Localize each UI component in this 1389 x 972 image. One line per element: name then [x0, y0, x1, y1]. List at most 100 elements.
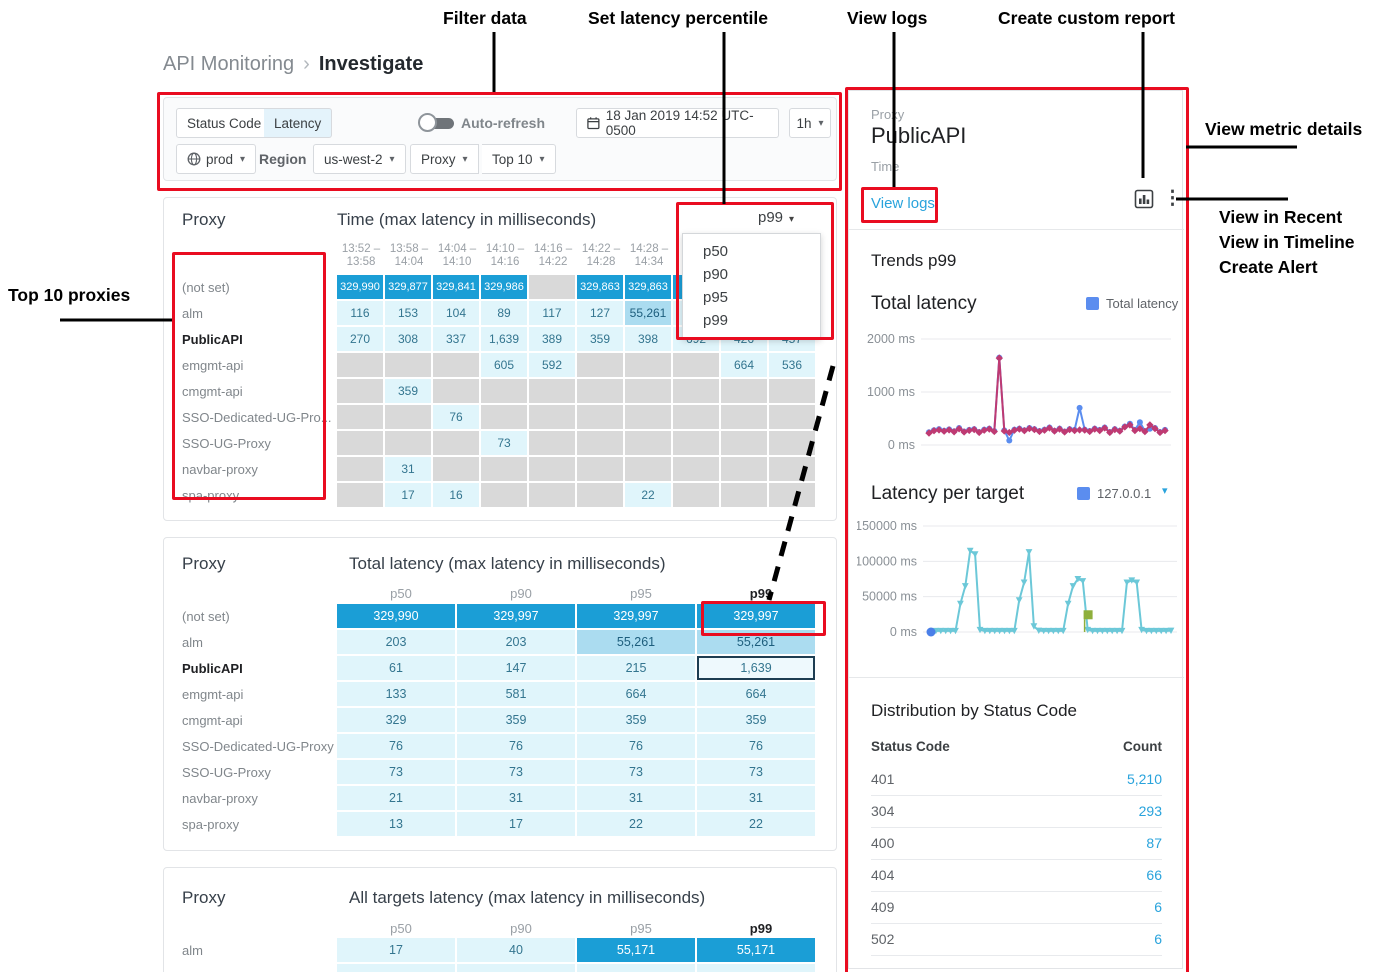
latency-cell[interactable]: 329,990	[337, 275, 383, 299]
latency-cell[interactable]: 76	[697, 734, 815, 758]
latency-cell[interactable]: 73	[577, 760, 695, 784]
latency-cell[interactable]: 270	[337, 327, 383, 351]
latency-cell[interactable]	[529, 405, 575, 429]
status-count-link[interactable]: 293	[1138, 803, 1162, 819]
latency-cell[interactable]: 664	[697, 682, 815, 706]
latency-cell[interactable]: 147	[457, 656, 575, 680]
latency-cell[interactable]	[337, 431, 383, 455]
latency-cell[interactable]	[721, 379, 767, 403]
latency-cell[interactable]: 329,877	[385, 275, 431, 299]
latency-per-target-chart[interactable]: 0 ms 50000 ms 100000 ms 150000 ms	[857, 514, 1179, 646]
latency-cell[interactable]: 203	[457, 630, 575, 654]
latency-cell[interactable]: 536	[769, 353, 815, 377]
kebab-menu-icon[interactable]: ⋮	[1163, 188, 1182, 209]
latency-cell[interactable]: 329,997	[577, 604, 695, 628]
top-n-dropdown[interactable]: Top 10 ▾	[482, 144, 556, 174]
latency-cell[interactable]	[457, 964, 575, 972]
status-count-link[interactable]: 5,210	[1126, 771, 1162, 787]
percentile-option-p99[interactable]: p99	[703, 312, 729, 329]
latency-cell[interactable]	[577, 457, 623, 481]
view-logs-link[interactable]: View logs	[871, 195, 935, 212]
latency-cell[interactable]: 76	[337, 734, 455, 758]
latency-cell[interactable]: 215	[577, 656, 695, 680]
latency-cell[interactable]	[433, 431, 479, 455]
latency-cell[interactable]	[673, 457, 719, 481]
latency-cell[interactable]	[529, 275, 575, 299]
latency-cell[interactable]: 127	[577, 301, 623, 325]
latency-cell[interactable]: 22	[625, 483, 671, 507]
latency-cell[interactable]	[529, 457, 575, 481]
latency-cell[interactable]: 40	[457, 938, 575, 962]
latency-cell[interactable]	[673, 483, 719, 507]
latency-cell[interactable]: 76	[577, 734, 695, 758]
latency-cell[interactable]: 329,863	[625, 275, 671, 299]
latency-cell[interactable]: 329,997	[457, 604, 575, 628]
latency-cell[interactable]: 17	[337, 938, 455, 962]
latency-cell[interactable]	[769, 379, 815, 403]
auto-refresh-toggle[interactable]	[418, 113, 460, 133]
latency-cell[interactable]	[673, 353, 719, 377]
latency-cell[interactable]	[337, 483, 383, 507]
latency-cell[interactable]	[577, 353, 623, 377]
latency-cell[interactable]: 21	[337, 786, 455, 810]
latency-cell[interactable]: 73	[457, 760, 575, 784]
latency-cell[interactable]	[625, 353, 671, 377]
latency-cell[interactable]: 17	[457, 812, 575, 836]
latency-cell[interactable]	[433, 353, 479, 377]
status-count-link[interactable]: 6	[1154, 899, 1162, 915]
latency-cell[interactable]	[577, 379, 623, 403]
latency-cell[interactable]	[625, 379, 671, 403]
latency-cell[interactable]	[673, 431, 719, 455]
latency-cell[interactable]	[385, 431, 431, 455]
latency-cell[interactable]: 55,261	[625, 301, 671, 325]
latency-cell[interactable]: 31	[697, 786, 815, 810]
latency-cell[interactable]: 31	[457, 786, 575, 810]
environment-dropdown[interactable]: prod ▾	[176, 144, 257, 174]
latency-cell[interactable]: 203	[337, 630, 455, 654]
latency-cell[interactable]	[625, 457, 671, 481]
latency-cell[interactable]: 22	[577, 812, 695, 836]
latency-cell[interactable]	[721, 457, 767, 481]
latency-cell[interactable]	[577, 964, 695, 972]
latency-cell[interactable]: 55,171	[697, 938, 815, 962]
status-count-link[interactable]: 87	[1146, 835, 1162, 851]
latency-cell[interactable]: 55,171	[577, 938, 695, 962]
latency-cell[interactable]: 117	[529, 301, 575, 325]
latency-cell[interactable]	[337, 379, 383, 403]
latency-cell[interactable]: 389	[529, 327, 575, 351]
latency-cell[interactable]	[673, 405, 719, 429]
latency-cell[interactable]: 76	[457, 734, 575, 758]
latency-cell[interactable]: 13	[337, 812, 455, 836]
latency-cell[interactable]	[673, 379, 719, 403]
latency-cell[interactable]: 398	[625, 327, 671, 351]
latency-cell[interactable]: 592	[529, 353, 575, 377]
latency-cell[interactable]	[769, 405, 815, 429]
latency-cell[interactable]: 1,639	[481, 327, 527, 351]
latency-cell[interactable]	[481, 405, 527, 429]
latency-cell[interactable]	[721, 431, 767, 455]
time-range-dropdown[interactable]: 1h ▾	[789, 108, 831, 138]
latency-cell[interactable]: 73	[337, 760, 455, 784]
latency-cell[interactable]	[625, 431, 671, 455]
latency-cell[interactable]	[577, 483, 623, 507]
percentile-option-p90[interactable]: p90	[703, 266, 729, 283]
latency-cell[interactable]	[529, 431, 575, 455]
latency-cell[interactable]	[769, 457, 815, 481]
status-count-link[interactable]: 66	[1146, 867, 1162, 883]
latency-cell[interactable]	[337, 964, 455, 972]
latency-cell[interactable]: 116	[337, 301, 383, 325]
latency-cell[interactable]: 73	[697, 760, 815, 784]
latency-cell[interactable]: 61	[337, 656, 455, 680]
latency-cell[interactable]	[433, 457, 479, 481]
percentile-selector[interactable]: p99 ▾	[758, 209, 795, 226]
latency-cell[interactable]	[529, 379, 575, 403]
latency-cell[interactable]	[337, 457, 383, 481]
latency-cell[interactable]: 31	[385, 457, 431, 481]
latency-cell[interactable]: 1,639	[697, 656, 815, 680]
latency-cell[interactable]	[529, 483, 575, 507]
latency-cell[interactable]: 359	[457, 708, 575, 732]
latency-tab[interactable]: Latency	[264, 108, 333, 138]
latency-cell[interactable]: 133	[337, 682, 455, 706]
dimension-dropdown[interactable]: Proxy ▾	[410, 144, 479, 174]
latency-cell[interactable]: 329,990	[337, 604, 455, 628]
